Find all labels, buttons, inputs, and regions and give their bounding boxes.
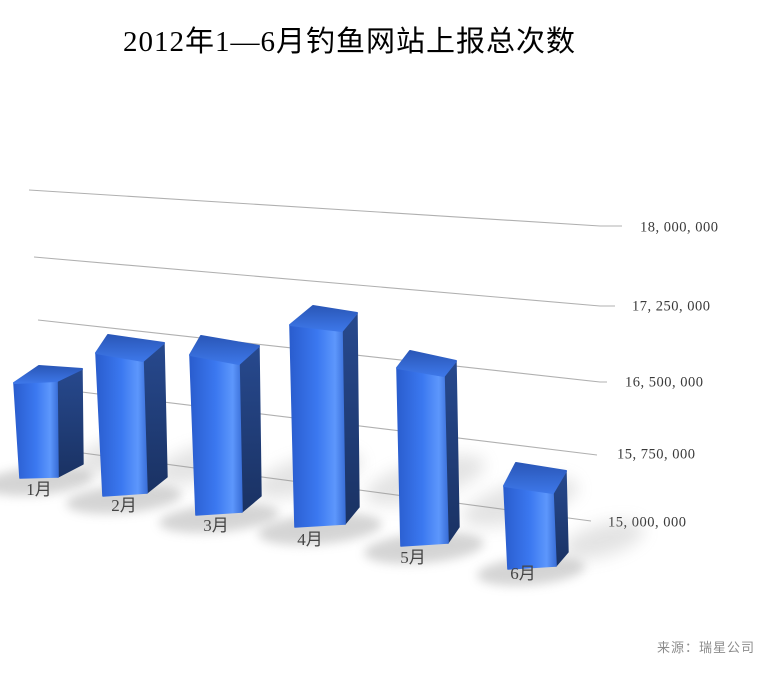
x-tick-label: 4月: [297, 530, 323, 549]
y-tick-label: 15, 750, 000: [617, 446, 696, 462]
bar-front-face: [503, 485, 557, 570]
bar-3月: 3月: [189, 335, 262, 535]
gridline: [33, 256, 615, 307]
bar-side-face: [238, 345, 262, 513]
bar-top-face: [396, 350, 457, 377]
x-tick-label: 3月: [203, 516, 229, 535]
bar-front-face: [396, 367, 449, 547]
x-tick-label: 2月: [111, 496, 137, 515]
bar-front-face: [13, 380, 59, 479]
x-tick-label: 1月: [26, 480, 52, 499]
bar-front-face: [95, 352, 148, 497]
bar-top-face: [289, 305, 358, 332]
bar-6月: 6月: [503, 462, 569, 583]
source-caption: 来源：瑞星公司: [656, 640, 755, 655]
y-tick-label: 16, 500, 000: [625, 374, 704, 390]
bar-5月: 5月: [396, 350, 460, 567]
y-tick-label: 18, 000, 000: [640, 219, 719, 235]
bar-shadow: [159, 503, 279, 533]
bar-4月: 4月: [289, 305, 360, 549]
bar-front-face: [289, 324, 346, 528]
bar-1月: 1月: [13, 365, 84, 499]
bar-shadow: [364, 532, 484, 564]
y-tick-label: 17, 250, 000: [632, 298, 711, 314]
bar-top-face: [189, 335, 260, 365]
bar-shadow: [66, 484, 182, 514]
bar-top-face: [503, 462, 567, 494]
bar-shadow: [258, 513, 382, 545]
bar-shadow: [562, 520, 644, 560]
bar-top-face: [13, 365, 83, 384]
x-tick-label: 6月: [510, 564, 536, 583]
bar-top-face: [95, 334, 165, 362]
bar-side-face: [56, 368, 84, 478]
gridline: [28, 189, 622, 227]
bar-2月: 2月: [95, 334, 168, 515]
x-tick-label: 5月: [400, 548, 426, 567]
bar-front-face: [189, 354, 243, 516]
chart-title: 2012年1—6月钓鱼网站上报总次数: [123, 26, 577, 58]
